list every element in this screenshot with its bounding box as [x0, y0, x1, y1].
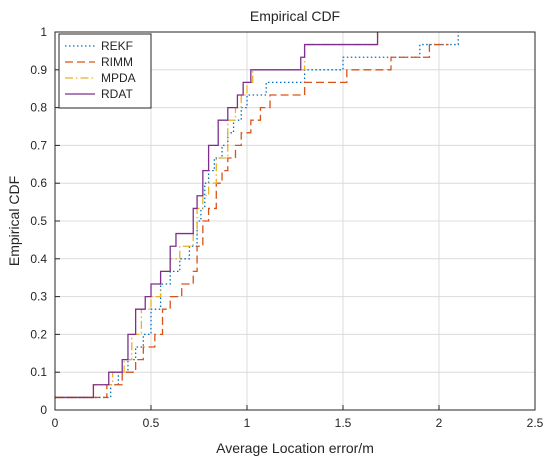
y-tick-label: 0.6 [30, 176, 47, 190]
y-tick-label: 0.7 [30, 138, 47, 152]
y-tick-label: 0 [40, 403, 47, 417]
legend: REKF RIMM MPDA RDAT [58, 33, 152, 109]
y-tick-label: 0.9 [30, 63, 47, 77]
y-tick-label: 0.5 [30, 214, 47, 228]
x-tick-label: 2.5 [527, 416, 544, 430]
y-tick-label: 0.8 [30, 101, 47, 115]
y-axis-title: Empirical CDF [6, 176, 22, 266]
x-tick-label: 1.5 [335, 416, 352, 430]
y-tick-label: 1 [40, 25, 47, 39]
legend-label: RDAT [101, 87, 133, 101]
y-tick-label: 0.3 [30, 290, 47, 304]
x-tick-label: 2 [436, 416, 443, 430]
x-tick-label: 1 [244, 416, 251, 430]
x-tick-label: 0.5 [143, 416, 160, 430]
legend-label: RIMM [101, 55, 133, 69]
chart-title: Empirical CDF [250, 8, 340, 24]
y-tick-label: 0.2 [30, 327, 47, 341]
x-tick-label: 0 [52, 416, 59, 430]
y-tick-label: 0.4 [30, 252, 47, 266]
legend-label: REKF [101, 39, 133, 53]
legend-label: MPDA [101, 71, 136, 85]
series-line-rdat [55, 32, 379, 399]
axis-ticks: 0 0.5 1 1.5 2 2.5 0 0.1 0.2 0.3 0.4 0.5 0.6 0.7 0.8 0.9… [30, 25, 543, 430]
y-tick-label: 0.1 [30, 365, 47, 379]
series-lines [55, 32, 459, 399]
x-axis-title: Average Location error/m [216, 440, 374, 456]
